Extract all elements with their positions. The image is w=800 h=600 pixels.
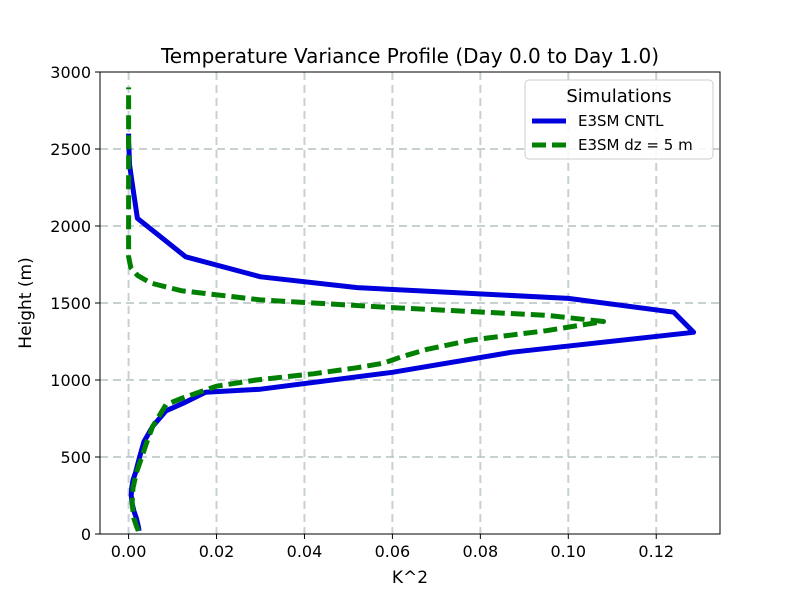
series-line-dz5 — [126, 87, 606, 532]
y-tick-label: 0 — [81, 525, 91, 544]
y-tick-label: 500 — [60, 448, 91, 467]
x-tick-label: 0.04 — [287, 542, 323, 561]
y-tick-label: 1000 — [50, 371, 91, 390]
series-line-cntl — [126, 133, 697, 532]
x-tick-label: 0.10 — [550, 542, 586, 561]
y-tick-label: 2000 — [50, 217, 91, 236]
x-tick-label: 0.12 — [638, 542, 674, 561]
y-tick-label: 2500 — [50, 140, 91, 159]
legend-box — [524, 79, 714, 160]
y-tick-label: 1500 — [50, 294, 91, 313]
x-tick-label: 0.08 — [463, 542, 499, 561]
x-tick-label: 0.00 — [111, 542, 147, 561]
x-tick-label: 0.06 — [375, 542, 411, 561]
chart-title: Temperature Variance Profile (Day 0.0 to… — [160, 44, 659, 68]
y-tick-label: 3000 — [50, 63, 91, 82]
series-layer — [126, 87, 697, 532]
legend-label-cntl: E3SM CNTL — [578, 112, 664, 130]
legend: Simulations E3SM CNTL E3SM dz = 5 m — [524, 79, 714, 160]
y-axis-title: Height (m) — [16, 257, 36, 348]
grid-layer — [100, 72, 720, 534]
legend-title: Simulations — [566, 86, 671, 107]
legend-label-dz5: E3SM dz = 5 m — [578, 136, 693, 154]
x-axis-title: K^2 — [392, 568, 428, 588]
x-tick-label: 0.02 — [199, 542, 235, 561]
axes-layer: 0.00 0.02 0.04 0.06 0.08 0.10 0.12 0 500 1000 1500… — [50, 63, 674, 561]
